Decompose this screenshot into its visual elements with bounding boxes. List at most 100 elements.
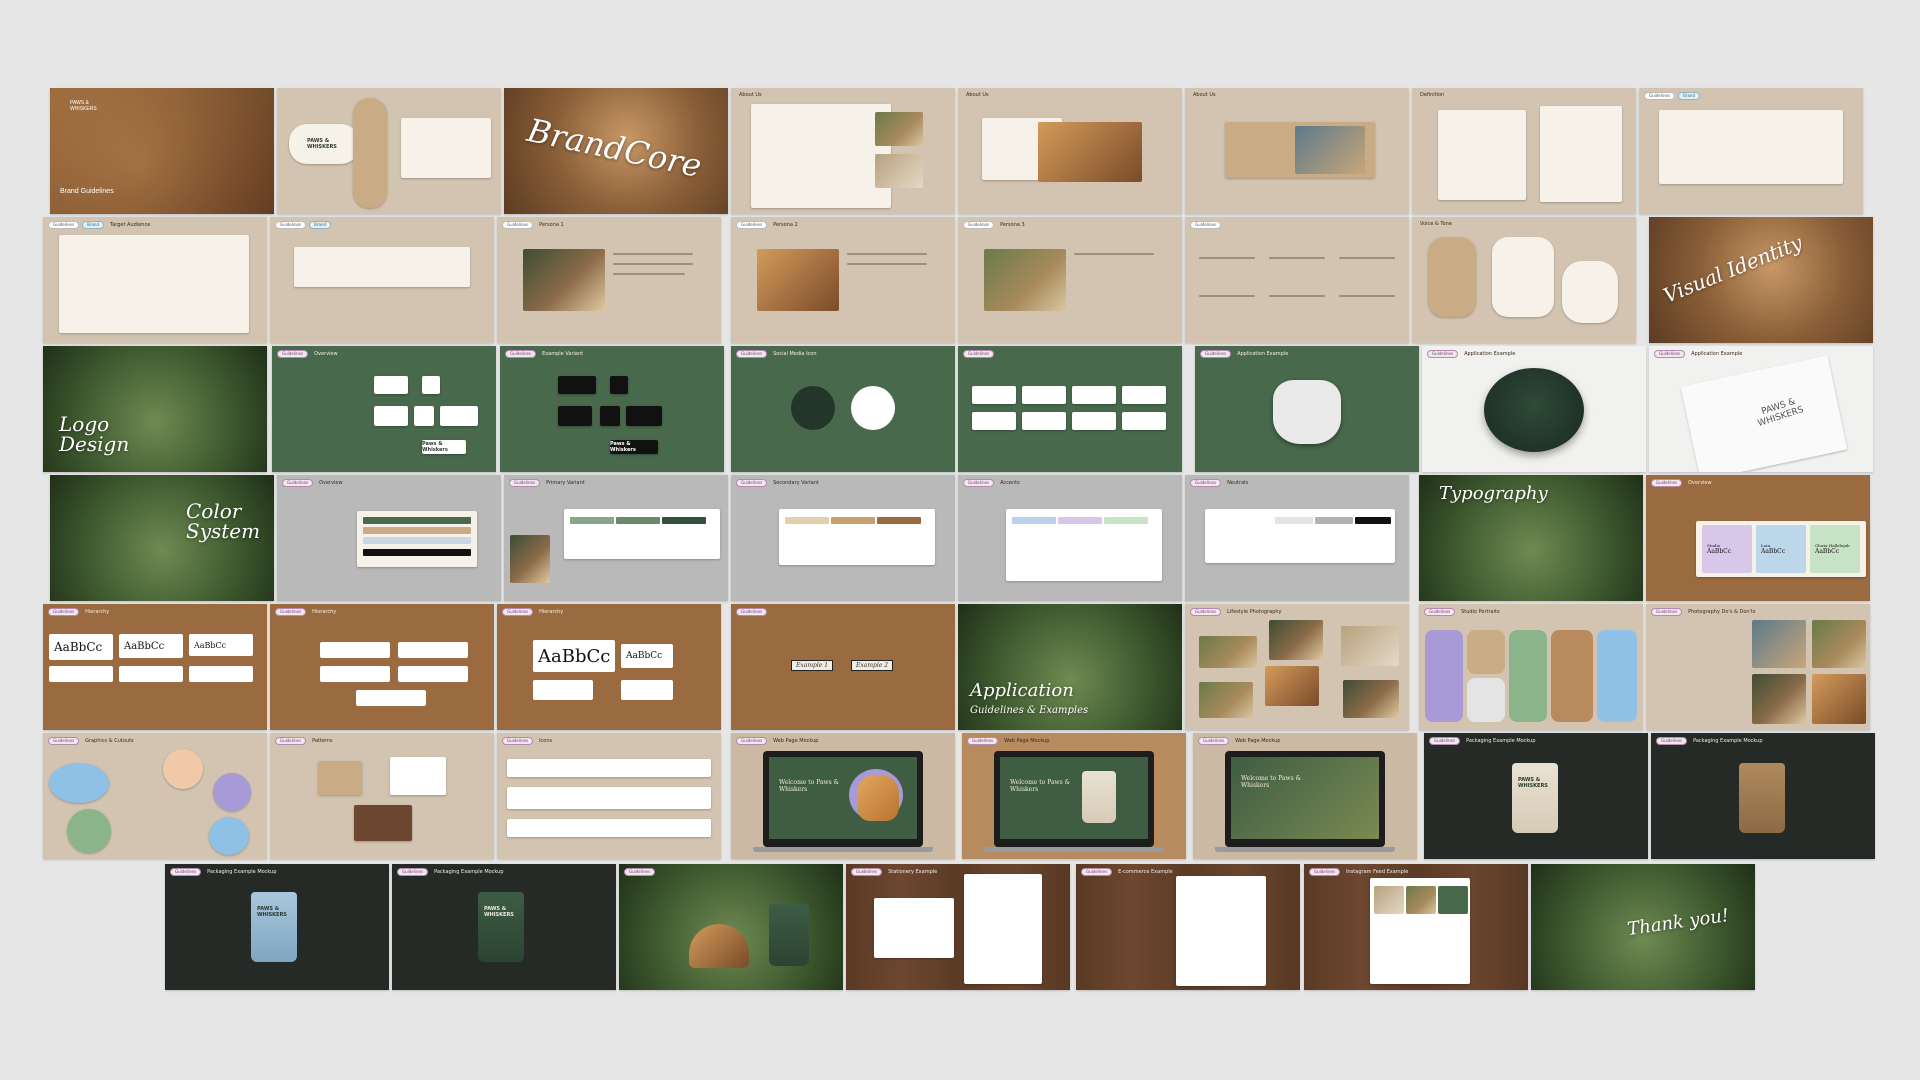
slide-studio-portraits[interactable]: Guidelines Studio Portraits — [1419, 604, 1643, 730]
logo-wordmark-dark: Paws & Whiskers — [610, 440, 658, 454]
slide-title: Hierarchy — [539, 609, 564, 615]
text-line — [1269, 295, 1325, 297]
slide-logo-sizes[interactable]: Guidelines — [958, 346, 1182, 472]
slide-packaging-4[interactable]: Guidelines Packaging Example Mockup PAWS … — [392, 864, 616, 990]
slide-hierarchy-1[interactable]: Guidelines Hierarchy AaBbCc AaBbCc AaBbCc — [43, 604, 267, 730]
slide-title: Neutrals — [1227, 480, 1249, 486]
slide-application[interactable]: Application Guidelines & Examples — [958, 604, 1182, 730]
slide-thank-you[interactable]: Thank you! — [1531, 864, 1755, 990]
definition-card-1 — [1438, 110, 1526, 200]
slide-voice-tone[interactable]: Voice & Tone — [1412, 217, 1636, 343]
slide-hierarchy-3[interactable]: Guidelines Hierarchy AaBbCc AaBbCc — [497, 604, 721, 730]
ecommerce-page — [1176, 876, 1266, 986]
hierarchy-box — [398, 642, 468, 658]
pouch-label: PAWS & WHISKERS — [484, 906, 514, 918]
slide-visual-identity[interactable]: Visual Identity — [1649, 217, 1873, 343]
web-headline: Welcome to Paws & Whiskers — [779, 779, 840, 793]
slide-persona-3[interactable]: Guidelines Persona 3 — [958, 217, 1182, 343]
slide-primary-colors[interactable]: Guidelines Primary Variant — [504, 475, 728, 601]
cutout — [163, 749, 203, 789]
studio-photo — [1425, 630, 1463, 722]
slide-photography-dos[interactable]: Guidelines Photography Do's & Don'ts — [1646, 604, 1870, 730]
slide-definition[interactable]: Definition — [1412, 88, 1636, 214]
slide-packaging-2[interactable]: Guidelines Packaging Example Mockup — [1651, 733, 1875, 859]
example-button-1[interactable]: Example 1 — [791, 660, 834, 671]
slide-logo-example[interactable]: Guidelines Example Variant Paws & Whisker… — [500, 346, 724, 472]
slide-ecommerce[interactable]: Guidelines E-commerce Example — [1076, 864, 1300, 990]
slide-packaging-5[interactable]: Guidelines — [619, 864, 843, 990]
vet-photo — [1295, 126, 1365, 174]
laptop-screen: Welcome to Paws & Whiskers — [769, 757, 917, 839]
slide-about-us-1[interactable]: About Us — [731, 88, 955, 214]
logo-variant — [1022, 412, 1066, 430]
tag: Brand — [309, 221, 331, 229]
slide-icons[interactable]: Guidelines Icons — [497, 733, 721, 859]
lifestyle-photo — [1199, 636, 1257, 668]
slide-about-us-2[interactable]: About Us — [958, 88, 1182, 214]
tag: Guidelines — [509, 479, 541, 487]
logo-variant-dark — [558, 406, 592, 426]
slide-stationery[interactable]: Guidelines Stationery Example — [846, 864, 1070, 990]
laptop-mockup: Welcome to Paws & Whiskers — [753, 751, 933, 852]
slide-persona-1[interactable]: Guidelines Persona 1 — [497, 217, 721, 343]
icon-grid-outline — [507, 787, 711, 809]
slide-lifestyle-photography[interactable]: Guidelines Lifestyle Photography — [1185, 604, 1409, 730]
pouch-mockup: PAWS & WHISKERS — [1512, 763, 1558, 833]
slide-cover[interactable]: PAWS & WHISKERS Brand Guidelines — [50, 88, 274, 214]
slide-instagram-feed[interactable]: Guidelines Instagram Feed Example — [1304, 864, 1528, 990]
slide-logo-overview[interactable]: Guidelines Overview Paws & Whiskers — [272, 346, 496, 472]
text-line — [613, 253, 693, 255]
slide-about-us-3[interactable]: About Us — [1185, 88, 1409, 214]
slide-brand-core[interactable]: BrandCore — [504, 88, 728, 214]
color-system-title: Color System — [186, 499, 261, 543]
web-headline: Welcome to Paws & Whiskers — [1241, 775, 1302, 789]
slide-application-bowl[interactable]: Guidelines Application Example — [1422, 346, 1646, 472]
slide-neutral-colors[interactable]: Guidelines Neutrals — [1185, 475, 1409, 601]
slide-button-examples[interactable]: Guidelines Example 1 Example 2 — [731, 604, 955, 730]
slide-persona-2[interactable]: Guidelines Persona 2 — [731, 217, 955, 343]
slide-web-mockup-2[interactable]: Guidelines Web Page Mockup Welcome to Paw… — [962, 733, 1186, 859]
tag: Guidelines — [736, 221, 768, 229]
hierarchy-box — [320, 642, 390, 658]
logo-variant — [440, 406, 478, 426]
slide-graphics-cutouts[interactable]: Guidelines Graphics & Cutouts — [43, 733, 267, 859]
slide-title: About Us — [966, 92, 989, 98]
slide-title: Packaging Example Mockup — [434, 869, 504, 875]
slide-title: Overview — [1688, 480, 1712, 486]
slide-application-tag[interactable]: Guidelines Application Example — [1195, 346, 1419, 472]
slide-web-mockup-1[interactable]: Guidelines Web Page Mockup Welcome to Paw… — [731, 733, 955, 859]
slide-demographics[interactable]: Guidelines Brand — [270, 217, 494, 343]
tag: Guidelines — [1651, 479, 1683, 487]
swatch — [831, 517, 875, 524]
studio-photo — [1597, 630, 1637, 722]
slide-intro[interactable]: PAWS & WHISKERS — [277, 88, 501, 214]
slide-type-overview[interactable]: Guidelines Overview Studio AaBbCc Lora Aa… — [1646, 475, 1870, 601]
lifestyle-photo — [1269, 620, 1323, 660]
hierarchy-body — [119, 666, 183, 682]
slide-secondary-colors[interactable]: Guidelines Secondary Variant — [731, 475, 955, 601]
slide-hierarchy-2[interactable]: Guidelines Hierarchy — [270, 604, 494, 730]
slide-title: Secondary Variant — [773, 480, 819, 486]
slide-social-media-icon[interactable]: Guidelines Social Media Icon — [731, 346, 955, 472]
text-line — [1199, 257, 1255, 259]
slide-color-overview[interactable]: Guidelines Overview — [277, 475, 501, 601]
slide-values[interactable]: Guidelines Brand — [1639, 88, 1863, 214]
tag: Guidelines — [1424, 608, 1456, 616]
tag: Guidelines — [736, 350, 768, 358]
slide-packaging-1[interactable]: Guidelines Packaging Example Mockup PAWS … — [1424, 733, 1648, 859]
slide-patterns[interactable]: Guidelines Patterns — [270, 733, 494, 859]
slide-title: Web Page Mockup — [773, 738, 819, 744]
logo-variant — [374, 406, 408, 426]
slide-packaging-3[interactable]: Guidelines Packaging Example Mockup PAWS … — [165, 864, 389, 990]
example-button-2[interactable]: Example 2 — [851, 660, 894, 671]
slide-brand-strategy[interactable]: Guidelines — [1185, 217, 1409, 343]
visual-identity-title: Visual Identity — [1659, 230, 1806, 308]
slide-typography[interactable]: Typography — [1419, 475, 1643, 601]
slide-logo-design[interactable]: Logo Design — [43, 346, 267, 472]
slide-target-audience[interactable]: Guidelines Brand Target Audience — [43, 217, 267, 343]
demographics-card — [294, 247, 470, 287]
slide-application-card[interactable]: Guidelines Application Example PAWS & WHI… — [1649, 346, 1873, 472]
slide-color-system[interactable]: Color System — [50, 475, 274, 601]
slide-web-mockup-3[interactable]: Guidelines Web Page Mockup Welcome to Paw… — [1193, 733, 1417, 859]
slide-accent-colors[interactable]: Guidelines Accents — [958, 475, 1182, 601]
